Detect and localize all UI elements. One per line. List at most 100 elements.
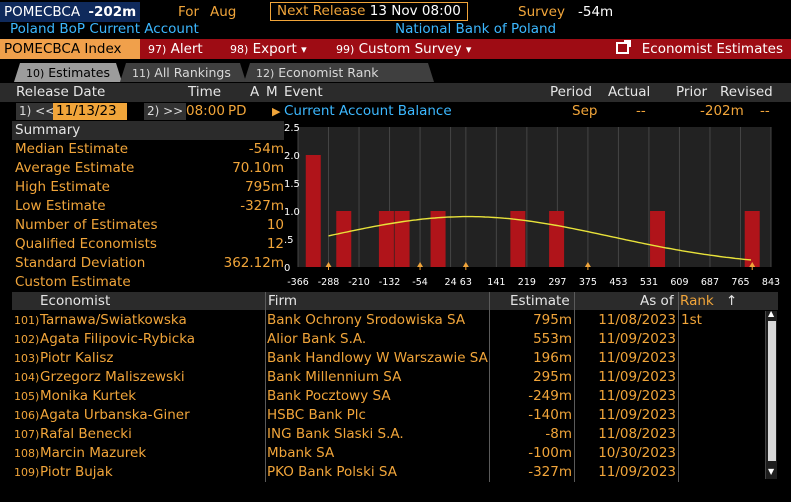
economist-name: Piotr Kalisz [40, 350, 114, 366]
tab-all-rankings[interactable]: 11) All Rankings [120, 63, 246, 82]
alert-label: Alert [170, 41, 203, 57]
as-of-date: 11/09/2023 [598, 350, 676, 366]
tab-estimates[interactable]: 10) Estimates [14, 63, 122, 82]
export-label: Export [252, 41, 297, 57]
scroll-down-icon[interactable]: ▼ [768, 467, 775, 476]
row-number: 107) [14, 428, 40, 441]
summary-label: Number of Estimates [15, 217, 158, 233]
table-row[interactable]: 105) Monika Kurtek Bank Pocztowy SA -249m 11… [12, 387, 778, 406]
summary-value: -54m [248, 141, 284, 157]
as-of-date: 11/09/2023 [598, 331, 676, 347]
col-event: Event [284, 84, 323, 100]
col-economist[interactable]: Economist [40, 293, 111, 309]
as-of-date: 11/08/2023 [598, 312, 676, 328]
summary-row: High Estimate 795m [12, 178, 284, 197]
firm-name: Bank Millennium SA [267, 369, 402, 385]
custom-survey-label: Custom Survey [358, 41, 462, 57]
histogram-bar [430, 211, 446, 267]
summary-row: Median Estimate -54m [12, 140, 284, 159]
table-scrollbar[interactable]: ▲ ▼ [765, 309, 777, 479]
estimate-value: -249m [528, 388, 572, 404]
source: National Bank of Poland [395, 21, 557, 37]
chevron-down-icon: ▾ [465, 43, 472, 56]
col-a: A [250, 84, 260, 100]
estimate-value: -140m [528, 407, 572, 423]
summary-panel: Summary Median Estimate -54m Average Esti… [12, 121, 284, 292]
economist-name: Grzegorz Maliszewski [40, 369, 185, 385]
security-header: POMECBCA -202m For Aug Next Release 13 N… [0, 0, 791, 40]
row-number: 105) [14, 390, 40, 403]
next-release-button[interactable]: 2) >> [144, 103, 187, 120]
next-release-box: Next Release 13 Nov 08:00 [270, 2, 468, 21]
table-row[interactable]: 109) Piotr Bujak PKO Bank Polski SA -327m 11… [12, 463, 778, 482]
x-tick-label: 375 [579, 277, 597, 288]
event-name[interactable]: Current Account Balance [284, 103, 452, 119]
estimate-value: -327m [528, 464, 572, 480]
economist-name: Agata Urbanska-Giner [40, 407, 190, 423]
summary-label: Standard Deviation [15, 255, 146, 271]
index-button[interactable]: POMECBCA Index [0, 39, 140, 59]
col-estimate[interactable]: Estimate [510, 293, 570, 309]
economist-estimates-button[interactable]: Economist Estimates [616, 39, 791, 59]
summary-row: Low Estimate -327m [12, 197, 284, 216]
firm-name: Bank Ochrony Srodowiska SA [267, 312, 466, 328]
custom-survey-button[interactable]: 99) Custom Survey ▾ [336, 39, 471, 59]
calendar-icon[interactable]: ▤ [129, 105, 140, 118]
col-actual: Actual [608, 84, 651, 100]
histogram-bar [378, 211, 394, 267]
table-row[interactable]: 106) Agata Urbanska-Giner HSBC Bank Plc -14… [12, 406, 778, 425]
alert-num: 97) [148, 43, 167, 56]
table-row[interactable]: 103) Piotr Kalisz Bank Handlowy W Warszawi… [12, 349, 778, 368]
tab-label: Estimates [48, 65, 111, 80]
table-row[interactable]: 108) Marcin Mazurek Mbank SA -100m 10/30/202… [12, 444, 778, 463]
estimate-marker [749, 262, 756, 267]
release-date-input[interactable]: 11/13/23 ▤ [53, 103, 139, 120]
alert-button[interactable]: 97) Alert [148, 39, 203, 59]
column-divider [265, 292, 266, 482]
estimates-table-header: Economist Firm Estimate As of Rank ↑ [12, 292, 778, 310]
summary-label: Low Estimate [15, 198, 106, 214]
index-label: POMECBCA Index [4, 41, 122, 57]
export-button[interactable]: 98) Export ▾ [230, 39, 307, 59]
row-number: 106) [14, 409, 40, 422]
firm-name: ING Bank Slaski S.A. [267, 426, 404, 442]
scroll-thumb[interactable] [768, 321, 776, 461]
table-row[interactable]: 101) Tarnawa/Swiatkowska Bank Ochrony Srod… [12, 311, 778, 330]
for-period: Aug [210, 4, 237, 20]
prev-release-button[interactable]: 1) << [16, 103, 59, 120]
tab-label: All Rankings [154, 65, 231, 80]
col-firm[interactable]: Firm [268, 293, 297, 309]
release-prior: -202m [700, 103, 744, 119]
summary-title: Summary [12, 121, 284, 140]
next-release-label: Next Release [277, 3, 366, 19]
economist-name: Agata Filipovic-Rybicka [40, 331, 196, 347]
x-tick-label: 531 [640, 277, 658, 288]
tab-num: 10) [26, 67, 45, 80]
y-tick-label: 1.0 [284, 207, 300, 218]
next-release-value: 13 Nov 08:00 [369, 3, 461, 19]
sort-ascending-icon[interactable]: ↑ [726, 293, 738, 309]
histogram-bar [394, 211, 410, 267]
as-of-date: 11/09/2023 [598, 464, 676, 480]
scroll-up-icon[interactable]: ▲ [768, 309, 775, 318]
x-tick-label: 219 [518, 277, 536, 288]
column-divider [574, 292, 575, 482]
economist-estimates-label: Economist Estimates [641, 41, 783, 57]
release-row: 1) << 11/13/23 ▤ 2) >> 08:00 PD ▶ Curren… [0, 102, 791, 121]
table-row[interactable]: 102) Agata Filipovic-Rybicka Alior Bank S.… [12, 330, 778, 349]
estimate-marker [462, 262, 469, 267]
subtitle: Poland BoP Current Account [10, 21, 199, 37]
x-tick-label: 297 [548, 277, 566, 288]
estimate-value: 295m [533, 369, 572, 385]
last-value: -202m [88, 4, 137, 20]
tab-economist-rank-history[interactable]: 12) Economist Rank History [244, 63, 434, 82]
table-row[interactable]: 104) Grzegorz Maliszewski Bank Millennium … [12, 368, 778, 387]
table-row[interactable]: 107) Rafal Benecki ING Bank Slaski S.A. -8m… [12, 425, 778, 444]
x-tick-label: -54 [412, 277, 428, 288]
col-rank[interactable]: Rank [680, 293, 714, 309]
economist-name: Marcin Mazurek [40, 445, 147, 461]
col-as-of[interactable]: As of [640, 293, 674, 309]
row-number: 103) [14, 352, 40, 365]
histogram-bar [744, 211, 760, 267]
menu-bar: POMECBCA Index 97) Alert 98) Export ▾ 99… [0, 39, 791, 59]
